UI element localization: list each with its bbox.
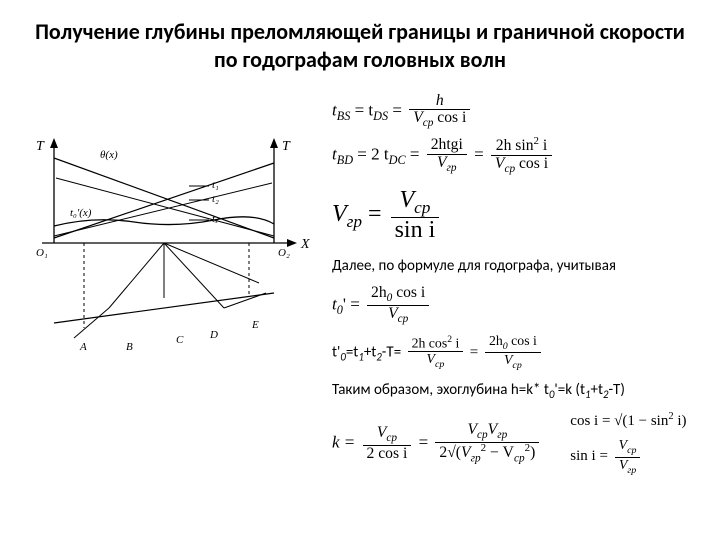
pt-D: D bbox=[209, 329, 218, 341]
eq-tBD: tBD = 2 tDC = 2htgiVгр = 2h sin2 iVср co… bbox=[332, 136, 706, 176]
label-theta: θ(x) bbox=[100, 149, 118, 161]
label-t2: t₂ bbox=[212, 193, 219, 205]
pt-A: A bbox=[79, 341, 87, 353]
eq-cos-sin: cos i = √(1 − sin2 i) sin i = VсрVгр bbox=[570, 411, 686, 475]
eq-tBS: tBS = tDS = hVср cos i bbox=[332, 93, 706, 130]
pt-E: E bbox=[251, 319, 259, 331]
axis-T-right: T bbox=[282, 139, 291, 154]
text-takim: Таким образом, эхоглубина h=k* t0'=k (t1… bbox=[332, 381, 706, 401]
label-t1: t₁ bbox=[212, 179, 219, 191]
slide-title: Получение глубины преломляющей границы и… bbox=[0, 0, 720, 83]
axis-T-left: T bbox=[36, 139, 45, 154]
hodograph-diagram: T T X O₁ O₂ θ(x) t₀'(x) t₁ t₂ tₓ bbox=[14, 128, 314, 398]
axis-X: X bbox=[300, 237, 310, 252]
formula-column: tBS = tDS = hVср cos i tBD = 2 tDC = 2ht… bbox=[314, 93, 706, 476]
content-row: T T X O₁ O₂ θ(x) t₀'(x) t₁ t₂ tₓ bbox=[0, 83, 720, 476]
eq-t0prime: t0' = 2h0 cos iVср bbox=[332, 285, 706, 326]
eq-tprime-sum: t'0=t1+t2-T= 2h cos2 iVср = 2h0 cos iVср bbox=[332, 334, 706, 371]
eq-Vgr: Vгр = Vсрsin i bbox=[332, 188, 706, 243]
text-dalee: Далее, по формуле для годографа, учитыва… bbox=[332, 257, 706, 275]
diagram-container: T T X O₁ O₂ θ(x) t₀'(x) t₁ t₂ tₓ bbox=[14, 93, 314, 476]
pt-C: C bbox=[176, 334, 184, 346]
label-t0p: t₀'(x) bbox=[70, 207, 92, 219]
eq-k-row: k = Vср2 cos i = VсрVгр2√(Vгр2 − Vср2) c… bbox=[332, 411, 706, 475]
pt-B: B bbox=[126, 341, 133, 353]
origin-O1: O₁ bbox=[36, 247, 48, 259]
eq-k: k = Vср2 cos i = VсрVгр2√(Vгр2 − Vср2) bbox=[332, 422, 542, 465]
label-tx: tₓ bbox=[212, 213, 218, 225]
origin-O2: O₂ bbox=[278, 247, 290, 259]
